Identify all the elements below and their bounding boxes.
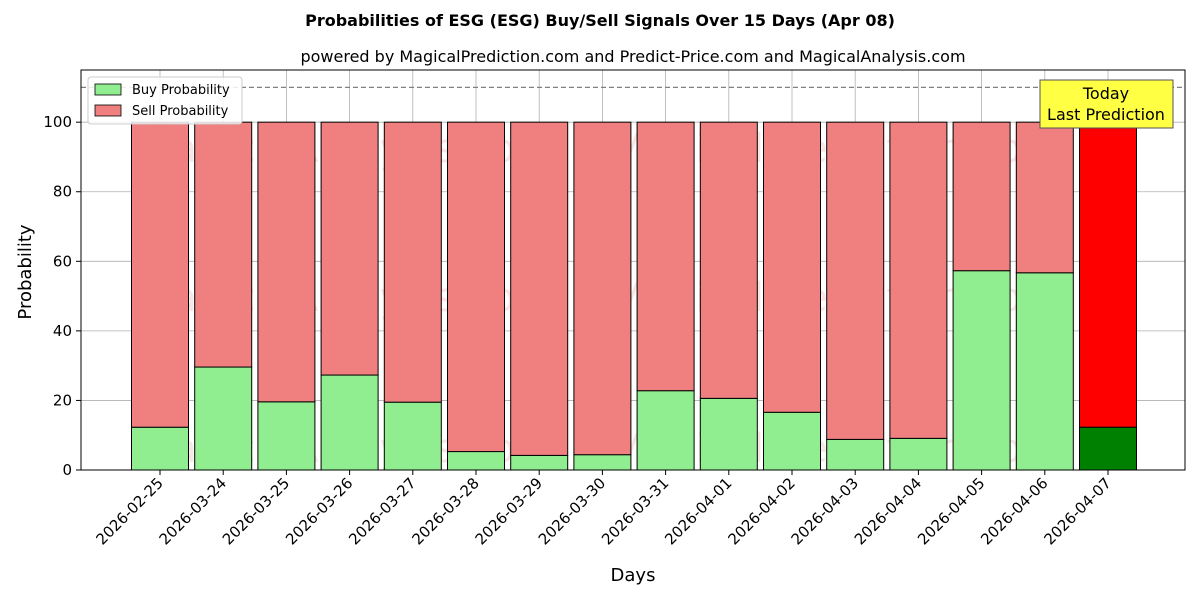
x-tick-label: 2026-03-27 bbox=[345, 474, 419, 548]
bar-sell-2026-03-25 bbox=[257, 121, 316, 403]
legend-box bbox=[87, 76, 243, 125]
bar-buy-2026-03-31 bbox=[636, 390, 695, 471]
today-annotation-box bbox=[1039, 79, 1174, 129]
bar-sell-2026-04-03 bbox=[826, 121, 885, 440]
bar-sell-2026-03-26 bbox=[320, 121, 379, 376]
bar-sell-2026-02-25 bbox=[131, 121, 189, 428]
bar-sell-2026-03-28 bbox=[447, 121, 505, 453]
legend: Buy Probability Sell Probability bbox=[87, 76, 243, 125]
y-tick-label: 60 bbox=[53, 252, 72, 270]
bar-sell-2026-04-05 bbox=[952, 121, 1011, 272]
chart-title: Probabilities of ESG (ESG) Buy/Sell Sign… bbox=[305, 11, 895, 30]
y-tick-label: 40 bbox=[53, 322, 72, 340]
today-annotation-line1: Today bbox=[1082, 84, 1129, 103]
y-axis: 0 20 40 60 80 100 bbox=[43, 113, 81, 479]
x-tick-label: 2026-04-01 bbox=[661, 474, 735, 548]
legend-swatch-sell bbox=[94, 104, 122, 117]
bar-buy-2026-04-06 bbox=[1015, 272, 1074, 471]
x-axis-label: Days bbox=[611, 565, 656, 586]
bar-sell-2026-03-29 bbox=[510, 121, 569, 456]
x-tick-label: 2026-03-28 bbox=[408, 474, 482, 548]
bar-buy-2026-04-07 bbox=[1079, 426, 1137, 471]
bar-sell-2026-03-30 bbox=[573, 121, 632, 456]
bar-sell-2026-04-01 bbox=[699, 121, 758, 399]
bar-buy-2026-04-04 bbox=[889, 437, 948, 471]
x-tick-label: 2026-03-24 bbox=[156, 474, 230, 548]
x-tick-label: 2026-03-26 bbox=[282, 474, 356, 548]
bar-sell-2026-04-04 bbox=[889, 121, 948, 439]
bar-buy-2026-03-26 bbox=[320, 374, 379, 471]
legend-label-sell: Sell Probability bbox=[132, 104, 229, 119]
bar-buy-2026-03-29 bbox=[510, 454, 569, 471]
bar-buy-2026-04-01 bbox=[699, 397, 758, 471]
bar-sell-2026-04-02 bbox=[763, 121, 821, 413]
x-tick-label: 2026-03-25 bbox=[219, 474, 293, 548]
x-tick-label: 2026-04-02 bbox=[724, 474, 798, 548]
legend-label-buy: Buy Probability bbox=[132, 83, 230, 98]
bars-layer bbox=[131, 121, 1137, 471]
bar-buy-2026-04-03 bbox=[826, 438, 885, 471]
bar-buy-2026-03-27 bbox=[383, 401, 442, 471]
bar-buy-2026-03-25 bbox=[257, 401, 316, 471]
today-annotation: Today Last Prediction bbox=[1039, 79, 1174, 129]
y-axis-label: Probability bbox=[15, 224, 36, 319]
x-axis: 2026-02-252026-03-242026-03-252026-03-26… bbox=[92, 470, 1115, 548]
bar-buy-2026-04-05 bbox=[952, 270, 1011, 471]
x-tick-label: 2026-04-07 bbox=[1040, 474, 1114, 548]
chart-subtitle: powered by MagicalPrediction.com and Pre… bbox=[300, 47, 965, 66]
bar-sell-2026-04-07 bbox=[1079, 121, 1137, 428]
today-annotation-line2: Last Prediction bbox=[1047, 105, 1165, 124]
bar-sell-2026-03-27 bbox=[383, 121, 442, 403]
x-tick-label: 2026-03-30 bbox=[535, 474, 609, 548]
y-tick-label: 20 bbox=[53, 391, 72, 409]
bar-sell-2026-04-06 bbox=[1015, 121, 1074, 274]
bar-buy-2026-03-24 bbox=[194, 366, 253, 471]
bar-sell-2026-03-24 bbox=[194, 121, 253, 368]
x-tick-label: 2026-03-29 bbox=[472, 474, 546, 548]
bar-buy-2026-04-02 bbox=[763, 411, 821, 471]
x-tick-label: 2026-04-04 bbox=[851, 474, 925, 548]
x-tick-label: 2026-02-25 bbox=[92, 474, 166, 548]
legend-swatch-buy bbox=[94, 83, 122, 96]
x-tick-label: 2026-04-06 bbox=[977, 474, 1051, 548]
y-tick-label: 0 bbox=[62, 461, 72, 479]
bar-buy-2026-02-25 bbox=[131, 426, 189, 471]
bar-buy-2026-03-30 bbox=[573, 454, 632, 471]
bar-buy-2026-03-28 bbox=[447, 451, 505, 471]
x-tick-label: 2026-04-05 bbox=[914, 474, 988, 548]
bar-sell-2026-03-31 bbox=[636, 121, 695, 392]
x-tick-label: 2026-04-03 bbox=[788, 474, 862, 548]
y-tick-label: 80 bbox=[53, 183, 72, 201]
x-tick-label: 2026-03-31 bbox=[598, 474, 672, 548]
plot-frame bbox=[80, 69, 1186, 471]
y-tick-label: 100 bbox=[43, 113, 72, 131]
